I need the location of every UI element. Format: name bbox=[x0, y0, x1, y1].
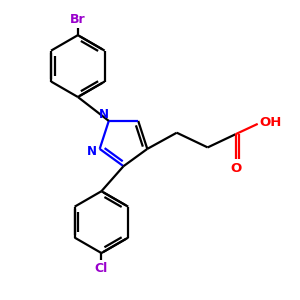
Text: N: N bbox=[99, 108, 109, 121]
Text: Cl: Cl bbox=[95, 262, 108, 275]
Text: OH: OH bbox=[259, 116, 281, 129]
Text: Br: Br bbox=[70, 14, 86, 26]
Text: N: N bbox=[87, 145, 97, 158]
Text: O: O bbox=[230, 161, 241, 175]
